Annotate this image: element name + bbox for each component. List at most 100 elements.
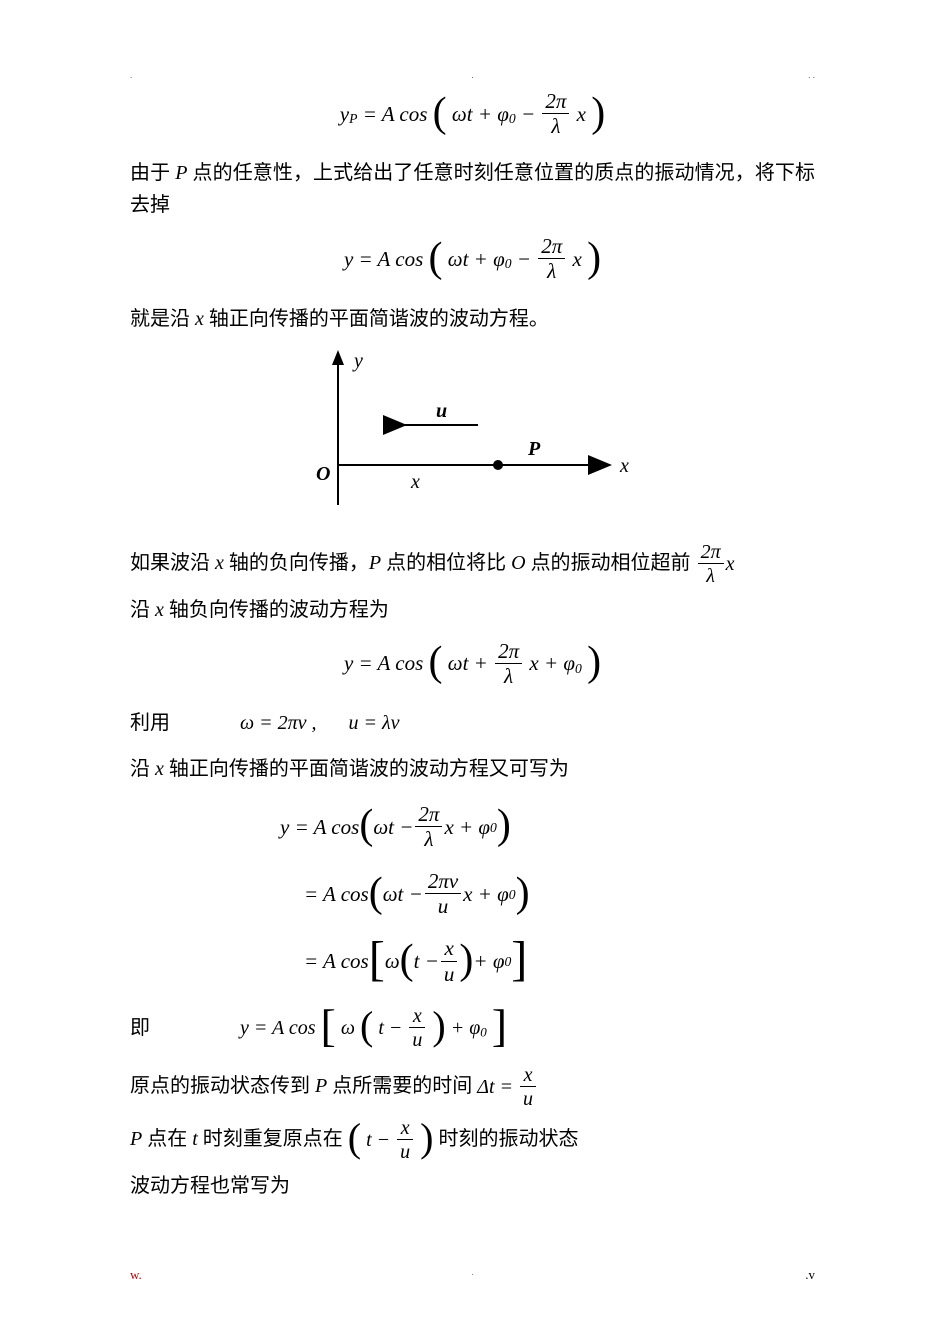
footer-center: . xyxy=(471,1265,473,1279)
eq1-frac-den: λ xyxy=(542,114,569,139)
para-2: 就是沿 x 轴正向传播的平面简谐波的波动方程。 xyxy=(130,303,815,335)
p2-x: x xyxy=(195,308,204,330)
s2-den: u xyxy=(425,894,461,919)
s2-in-b: x + φ xyxy=(463,878,509,912)
p5-x: x xyxy=(155,758,164,780)
p4a: 沿 xyxy=(130,599,155,621)
p3-fraction: 2π λ xyxy=(698,541,724,588)
para-1: 由于 P 点的任意性，上式给出了任意时刻任意位置的质点的振动情况，将下标去掉 xyxy=(130,157,815,221)
p7-P: P xyxy=(130,1128,142,1150)
eq1-acos: = A cos xyxy=(363,98,428,132)
footer-right: .v xyxy=(805,1265,815,1286)
header-dot-center: . xyxy=(471,68,473,82)
p6-frac: x u xyxy=(520,1064,536,1111)
s1-den: λ xyxy=(415,827,442,852)
para-8: 波动方程也常写为 xyxy=(130,1170,815,1202)
equation-y: y = A cos ( ωt + φ0 − 2π λ x ) xyxy=(130,235,815,284)
stack-line-3: = A cos [ ω ( t − x u ) + φ0 ] xyxy=(280,937,815,986)
p1b: 点的任意性，上式给出了任意时刻任意位置的质点的振动情况，将下标去掉 xyxy=(130,162,815,216)
footer-left: w. xyxy=(130,1265,142,1286)
content: yP = A cos ( ωt + φ0 − 2π λ x ) 由于 P 点的任… xyxy=(130,90,815,1202)
p7a: 点在 xyxy=(142,1128,192,1150)
eq3-frac-den: λ xyxy=(495,664,522,689)
s3-den: u xyxy=(441,962,458,987)
s1-in-b: x + φ xyxy=(444,811,490,845)
point-p xyxy=(493,460,503,470)
p6a: 原点的振动状态传到 xyxy=(130,1075,315,1097)
footer-marks: w. . .v xyxy=(130,1265,815,1281)
row-util-label: 利用 xyxy=(130,707,240,739)
eq3-inner-b: x + φ xyxy=(529,647,575,681)
stack-line-1: y = A cos ( ωt − 2π λ x + φ0 ) xyxy=(280,803,815,852)
eq1-minus: − xyxy=(521,98,535,132)
para-4: 沿 x 轴负向传播的波动方程为 xyxy=(130,594,815,626)
p3c: 点的相位将比 xyxy=(381,552,511,574)
s3-omega: ω xyxy=(385,945,400,979)
ji-sub: 0 xyxy=(480,1024,487,1039)
ji-frac: x u xyxy=(409,1005,425,1052)
header-dot-right: . . xyxy=(808,68,815,82)
p4-x: x xyxy=(155,599,164,621)
s1-num: 2π xyxy=(415,803,442,827)
p1a: 由于 xyxy=(130,162,175,184)
header-dot-left: . xyxy=(130,68,132,82)
equation-stack: y = A cos ( ωt − 2π λ x + φ0 ) = A cos (… xyxy=(280,803,815,987)
y-axis-arrowhead-icon xyxy=(332,350,344,365)
ji-outer: + φ xyxy=(451,1012,481,1044)
p7c: 时刻的振动状态 xyxy=(439,1128,579,1150)
s2-frac: 2πν u xyxy=(425,870,461,919)
s2-num: 2πν xyxy=(425,870,461,894)
p3a: 如果波沿 xyxy=(130,552,215,574)
diagram-u-label: u xyxy=(436,400,447,422)
eq1-inner-a: ωt + φ xyxy=(452,98,509,132)
s3-outer: + φ xyxy=(473,945,504,979)
p8: 波动方程也常写为 xyxy=(130,1175,290,1197)
p6-dt: Δt = xyxy=(477,1071,513,1103)
diagram-y-label: y xyxy=(352,350,363,372)
eq1-x: x xyxy=(577,98,586,132)
p7-den: u xyxy=(397,1140,413,1164)
row-util-a: ω = 2πν , xyxy=(240,707,317,739)
s1-frac: 2π λ xyxy=(415,803,442,852)
ji-in-a: t − xyxy=(378,1012,402,1044)
ji-a: y = A cos xyxy=(240,1012,316,1044)
p5b: 轴正向传播的平面简谐波的波动方程又可写为 xyxy=(164,758,569,780)
p7-num: x xyxy=(397,1117,413,1140)
p3-tail: x xyxy=(726,548,735,580)
s3-in-a: t − xyxy=(414,945,439,979)
eq3-frac-num: 2π xyxy=(495,640,522,664)
p2b: 轴正向传播的平面简谐波的波动方程。 xyxy=(204,308,549,330)
para-6: 原点的振动状态传到 P 点所需要的时间 Δt = x u xyxy=(130,1064,815,1111)
eq2-inner-a: ωt + φ xyxy=(448,243,505,277)
eq3-inner-a: ωt + xyxy=(448,647,488,681)
diagram-p-label: P xyxy=(527,438,541,460)
eq2-frac-den: λ xyxy=(538,259,565,284)
ji-den: u xyxy=(409,1028,425,1052)
eq2-minus: − xyxy=(517,243,531,277)
p1-P: P xyxy=(175,162,187,184)
para-3: 如果波沿 x 轴的负向传播，P 点的相位将比 O 点的振动相位超前 2π λ x xyxy=(130,541,815,588)
p4b: 轴负向传播的波动方程为 xyxy=(164,599,389,621)
s1-a: y = A cos xyxy=(280,811,359,845)
ji-omega: ω xyxy=(341,1012,355,1044)
page: . . . . yP = A cos ( ωt + φ0 − 2π λ x ) … xyxy=(0,0,945,1337)
p6-P: P xyxy=(315,1075,327,1097)
p3-x: x xyxy=(215,552,224,574)
eq3-fraction: 2π λ xyxy=(495,640,522,689)
eq2-prefix: y = A cos xyxy=(344,243,423,277)
eq2-fraction: 2π λ xyxy=(538,235,565,284)
diagram-svg: y x u P O x xyxy=(308,345,638,525)
diagram-x-label: x xyxy=(619,455,629,477)
p2a: 就是沿 xyxy=(130,308,195,330)
s1-sub: 0 xyxy=(490,817,497,839)
eq1-frac-num: 2π xyxy=(542,90,569,114)
s3-num: x xyxy=(441,937,458,961)
p3-P: P xyxy=(369,552,381,574)
eq2-frac-num: 2π xyxy=(538,235,565,259)
eq3-prefix: y = A cos xyxy=(344,647,423,681)
eq1-sub-p: P xyxy=(349,111,357,126)
s1-in-a: ωt − xyxy=(373,811,413,845)
row-ji-label: 即 xyxy=(130,1012,240,1044)
p5a: 沿 xyxy=(130,758,155,780)
p7b: 时刻重复原点在 xyxy=(198,1128,348,1150)
